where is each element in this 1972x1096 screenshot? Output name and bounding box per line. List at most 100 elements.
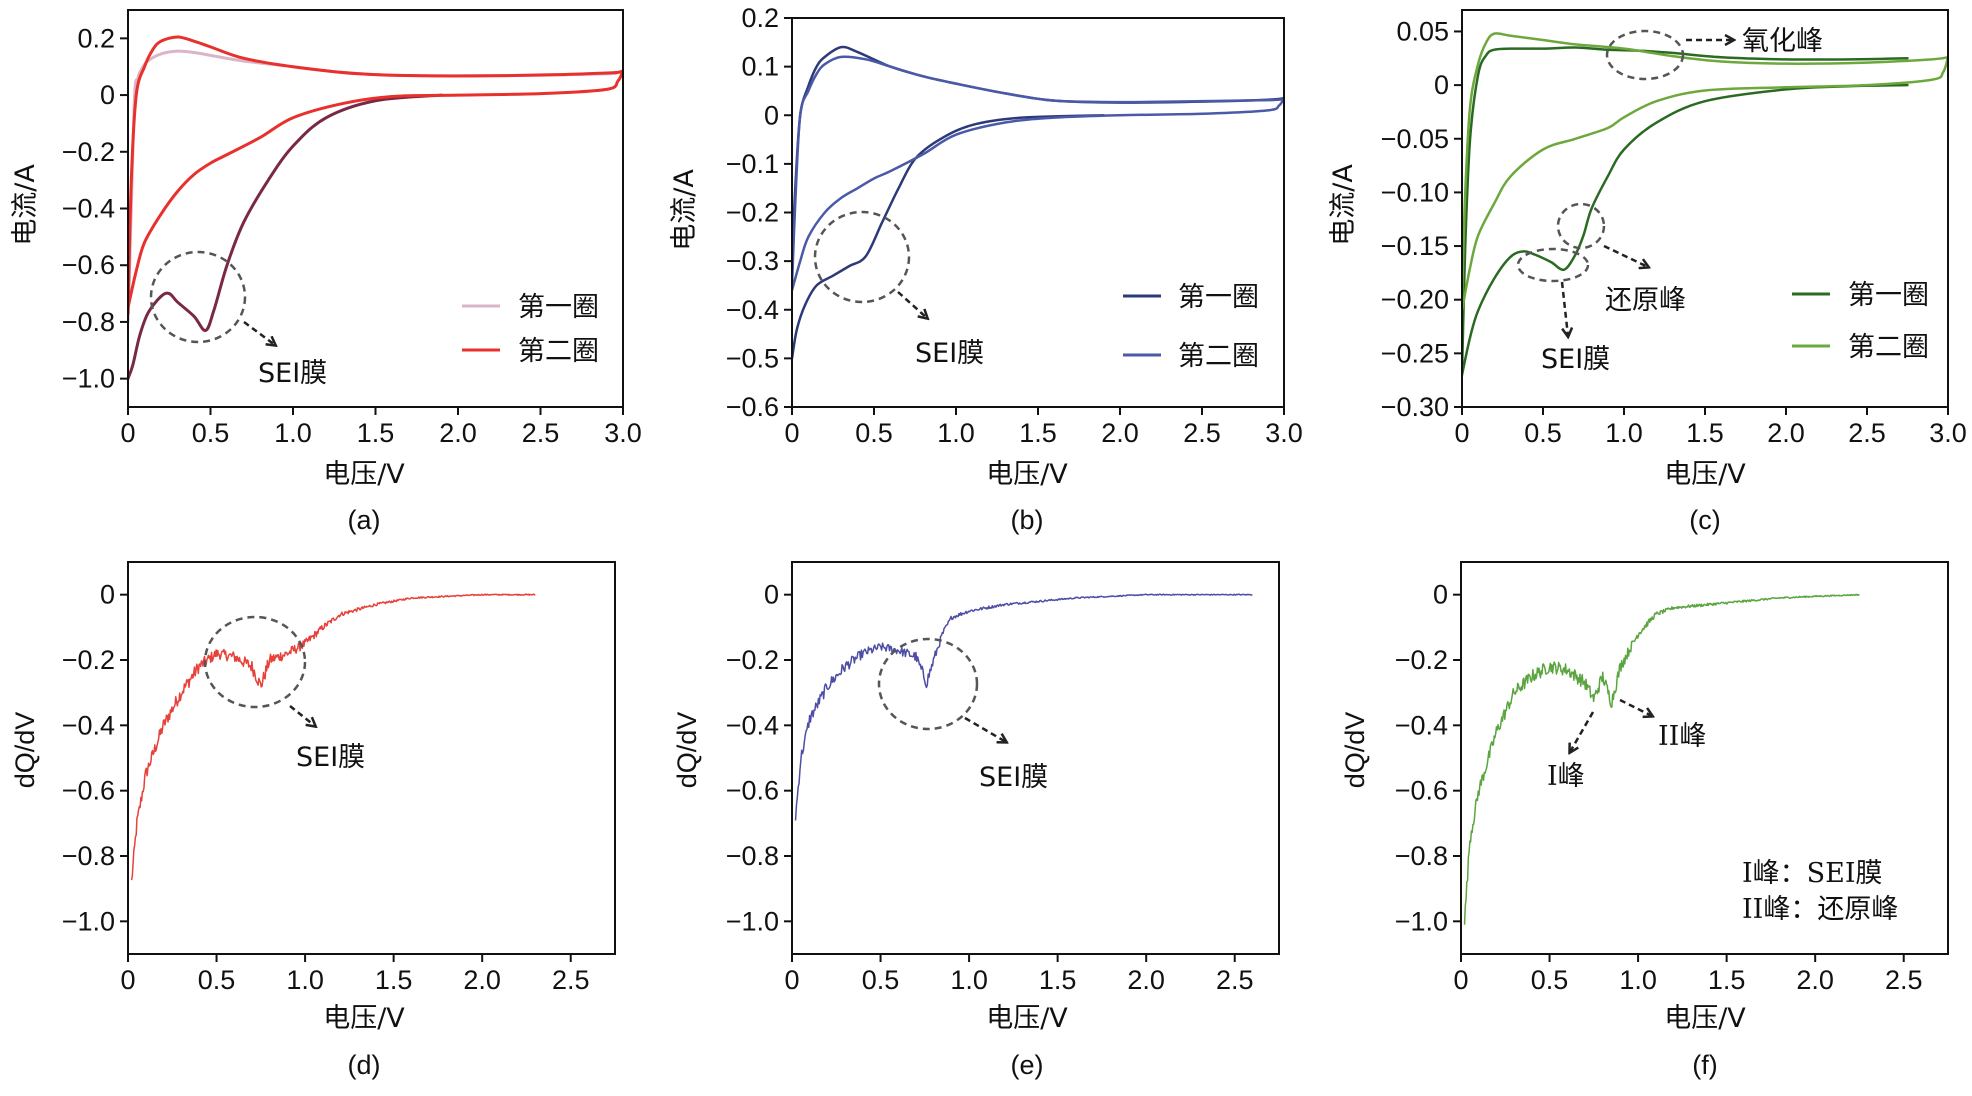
ticks-layer-a: 0 0.5 1.0 1.5 2.0 2.5 3.0 0.2 0 −0.2 −0.4 −0.6 −0.8 −… [62, 23, 642, 448]
panel-c: 0 0.5 1.0 1.5 2.0 2.5 3.0 0.05 0 −0.05 −0.10 −0.15 −… [1328, 9, 1967, 535]
y-tick-label-c-5: −0.20 [1381, 285, 1449, 315]
legend-label-b-1: 第一圈 [1178, 282, 1259, 313]
peak-one-arrow-f [1570, 711, 1595, 752]
series-a-3 [128, 35, 623, 315]
series-layer-e [794, 593, 1253, 821]
sei-circle-c [1516, 247, 1590, 283]
y-tick-label-a-0: 0.2 [77, 23, 115, 53]
legend-b: 第一圈 第二圈 [1123, 282, 1259, 372]
y-tick-label-f-5: −1.0 [1395, 906, 1448, 936]
plot-frame-b [791, 17, 1285, 408]
x-tick-label-c-1: 0.5 [1524, 418, 1562, 448]
sei-arrow-d [289, 705, 315, 726]
x-axis-label-c: 电压/V [1664, 459, 1746, 490]
y-tick-label-a-5: −0.8 [62, 307, 115, 337]
x-tick-label-d-3: 1.5 [375, 965, 413, 995]
y-tick-label-b-3: −0.1 [726, 149, 779, 179]
x-tick-label-e-5: 2.5 [1216, 965, 1254, 995]
y-tick-label-b-1: 0.1 [741, 52, 779, 82]
annotation-reduction-c: 还原峰 [1605, 285, 1686, 316]
x-tick-label-b-4: 2.0 [1101, 418, 1139, 448]
y-tick-label-a-3: −0.4 [62, 194, 115, 224]
series-layer-a [128, 35, 623, 381]
y-tick-label-d-0: 0 [100, 580, 115, 610]
sei-circle-e [877, 637, 979, 731]
x-tick-label-a-1: 0.5 [192, 418, 230, 448]
x-tick-label-b-1: 0.5 [855, 418, 893, 448]
x-tick-label-e-4: 2.0 [1127, 965, 1165, 995]
y-tick-label-a-4: −0.6 [62, 250, 115, 280]
legend-c: 第一圈 第二圈 [1792, 280, 1929, 363]
annotation-sei-a: SEI膜 [258, 358, 327, 389]
y-tick-label-d-5: −1.0 [62, 906, 115, 936]
x-tick-label-b-2: 1.0 [937, 418, 975, 448]
reduction-arrow-c [1603, 244, 1648, 267]
panel-b: 0 0.5 1.0 1.5 2.0 2.5 3.0 0.2 0.1 0 −0.1 −0.2 −0.3 −0… [669, 3, 1303, 535]
annotation-sei-c: SEI膜 [1541, 344, 1610, 375]
plot-frame-d [127, 561, 616, 955]
x-tick-label-e-0: 0 [784, 965, 799, 995]
note-peak-two-f: II峰：还原峰 [1742, 894, 1898, 925]
y-tick-label-e-0: 0 [764, 580, 779, 610]
x-tick-label-d-0: 0 [120, 965, 135, 995]
series-e-1 [794, 593, 1253, 821]
x-axis-label-e: 电压/V [986, 1003, 1068, 1034]
legend-label-c-2: 第二圈 [1848, 332, 1929, 363]
sei-arrow-c [1560, 281, 1568, 336]
x-tick-label-d-2: 1.0 [286, 965, 324, 995]
y-tick-label-a-2: −0.2 [62, 137, 115, 167]
panel-label-b: (b) [1011, 505, 1044, 535]
x-tick-label-f-3: 1.5 [1708, 965, 1746, 995]
y-tick-label-c-4: −0.15 [1381, 231, 1449, 261]
x-tick-label-f-0: 0 [1453, 965, 1468, 995]
x-tick-label-a-4: 2.0 [439, 418, 477, 448]
annotation-oxidation-c: 氧化峰 [1742, 26, 1823, 57]
series-f-1 [1463, 593, 1860, 925]
plot-frame-f [1460, 561, 1949, 955]
panel-f: 0 0.5 1.0 1.5 2.0 2.5 0 −0.2 −0.4 −0.6 −0.8 −1.0 电压… [1340, 561, 1949, 1080]
panel-label-f: (f) [1692, 1050, 1717, 1080]
series-d-1 [130, 593, 536, 881]
legend-label-b-2: 第二圈 [1178, 341, 1259, 372]
x-tick-label-c-2: 1.0 [1605, 418, 1643, 448]
y-tick-label-b-8: −0.6 [726, 392, 779, 422]
y-axis-label-c: 电流/A [1328, 164, 1359, 246]
annotation-peak-two-f: II峰 [1658, 721, 1706, 752]
peak-two-arrow-f [1619, 698, 1652, 716]
legend-label-a-1: 第一圈 [518, 292, 599, 323]
y-tick-label-a-1: 0 [100, 80, 115, 110]
panel-a: 0 0.5 1.0 1.5 2.0 2.5 3.0 0.2 0 −0.2 −0.4 −0.6 −0.8 −… [10, 9, 642, 535]
x-tick-label-b-6: 3.0 [1265, 418, 1303, 448]
sei-circle-a [149, 250, 247, 344]
sei-circle-d [203, 615, 307, 709]
x-tick-label-f-4: 2.0 [1796, 965, 1834, 995]
y-tick-label-a-6: −1.0 [62, 364, 115, 394]
x-axis-label-b: 电压/V [986, 459, 1068, 490]
oxidation-circle-c [1605, 29, 1685, 81]
panel-label-e: (e) [1011, 1050, 1044, 1080]
x-tick-label-d-1: 0.5 [198, 965, 236, 995]
x-tick-label-b-3: 1.5 [1019, 418, 1057, 448]
sei-arrow-a [243, 320, 275, 345]
ticks-layer-c: 0 0.5 1.0 1.5 2.0 2.5 3.0 0.05 0 −0.05 −0.10 −0.15 −… [1381, 16, 1967, 448]
ticks-layer-b: 0 0.5 1.0 1.5 2.0 2.5 3.0 0.2 0.1 0 −0.1 −0.2 −0.3 −0… [726, 3, 1303, 448]
x-tick-label-e-3: 1.5 [1039, 965, 1077, 995]
y-tick-label-c-3: −0.10 [1381, 177, 1449, 207]
series-b-2 [792, 114, 1105, 360]
series-b-3 [792, 55, 1284, 287]
y-tick-label-b-5: −0.3 [726, 246, 779, 276]
y-tick-label-b-0: 0.2 [741, 3, 779, 33]
y-tick-label-b-2: 0 [764, 100, 779, 130]
y-tick-label-b-4: −0.2 [726, 198, 779, 228]
x-tick-label-a-3: 1.5 [357, 418, 395, 448]
sei-circle-b [813, 210, 911, 304]
y-tick-label-b-7: −0.5 [726, 343, 779, 373]
series-c-3 [1462, 32, 1948, 301]
x-axis-label-d: 电压/V [323, 1003, 405, 1034]
y-axis-label-a: 电流/A [10, 164, 41, 246]
y-tick-label-c-1: 0 [1434, 70, 1449, 100]
sei-arrow-b [897, 291, 927, 318]
x-tick-label-c-4: 2.0 [1767, 418, 1805, 448]
panel-label-d: (d) [348, 1050, 381, 1080]
y-tick-label-d-4: −0.8 [62, 841, 115, 871]
